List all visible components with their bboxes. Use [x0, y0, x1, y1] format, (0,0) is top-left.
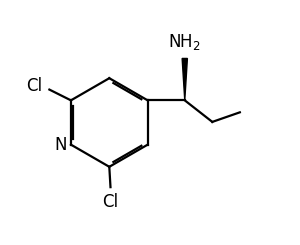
Text: N: N [55, 136, 67, 154]
Polygon shape [182, 59, 188, 100]
Text: NH$_2$: NH$_2$ [168, 32, 201, 52]
Text: Cl: Cl [26, 77, 42, 95]
Text: Cl: Cl [102, 193, 119, 211]
